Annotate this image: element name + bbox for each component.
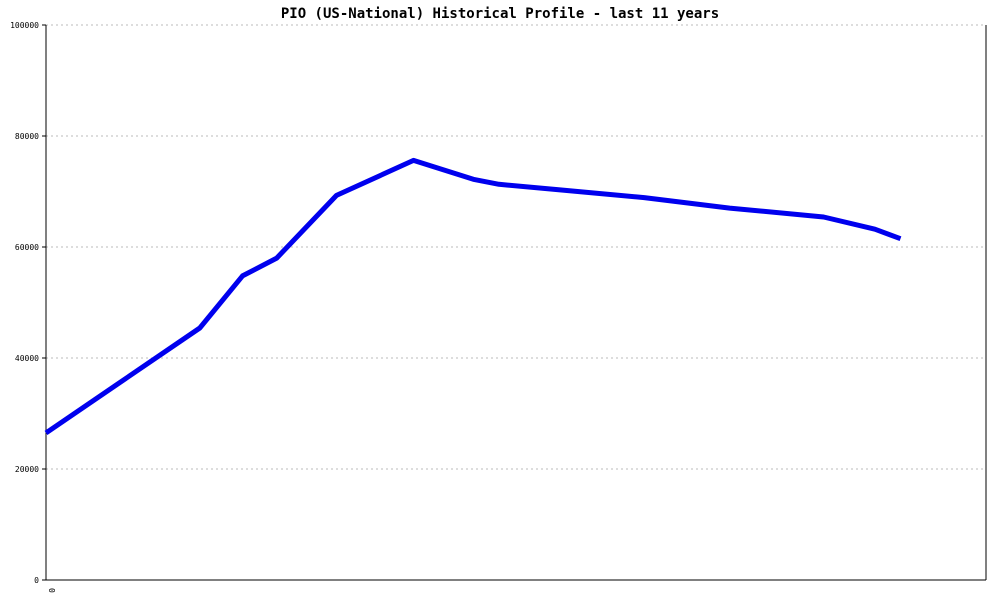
y-tick-label: 20000 bbox=[15, 465, 39, 474]
series-line bbox=[44, 157, 902, 435]
y-tick-label: 0 bbox=[34, 576, 39, 585]
x-tick-label: 0 bbox=[47, 588, 56, 593]
series-layer bbox=[44, 157, 902, 435]
y-tick-label: 100000 bbox=[10, 21, 39, 30]
grid-lines bbox=[46, 24, 986, 470]
tick-labels: 0 20000 40000 60000 80000 100000 0 bbox=[10, 21, 56, 593]
y-tick-label: 60000 bbox=[15, 243, 39, 252]
chart-title: PIO (US-National) Historical Profile - l… bbox=[281, 6, 719, 22]
y-tick-label: 80000 bbox=[15, 132, 39, 141]
y-tick-label: 40000 bbox=[15, 354, 39, 363]
axes bbox=[42, 24, 987, 581]
